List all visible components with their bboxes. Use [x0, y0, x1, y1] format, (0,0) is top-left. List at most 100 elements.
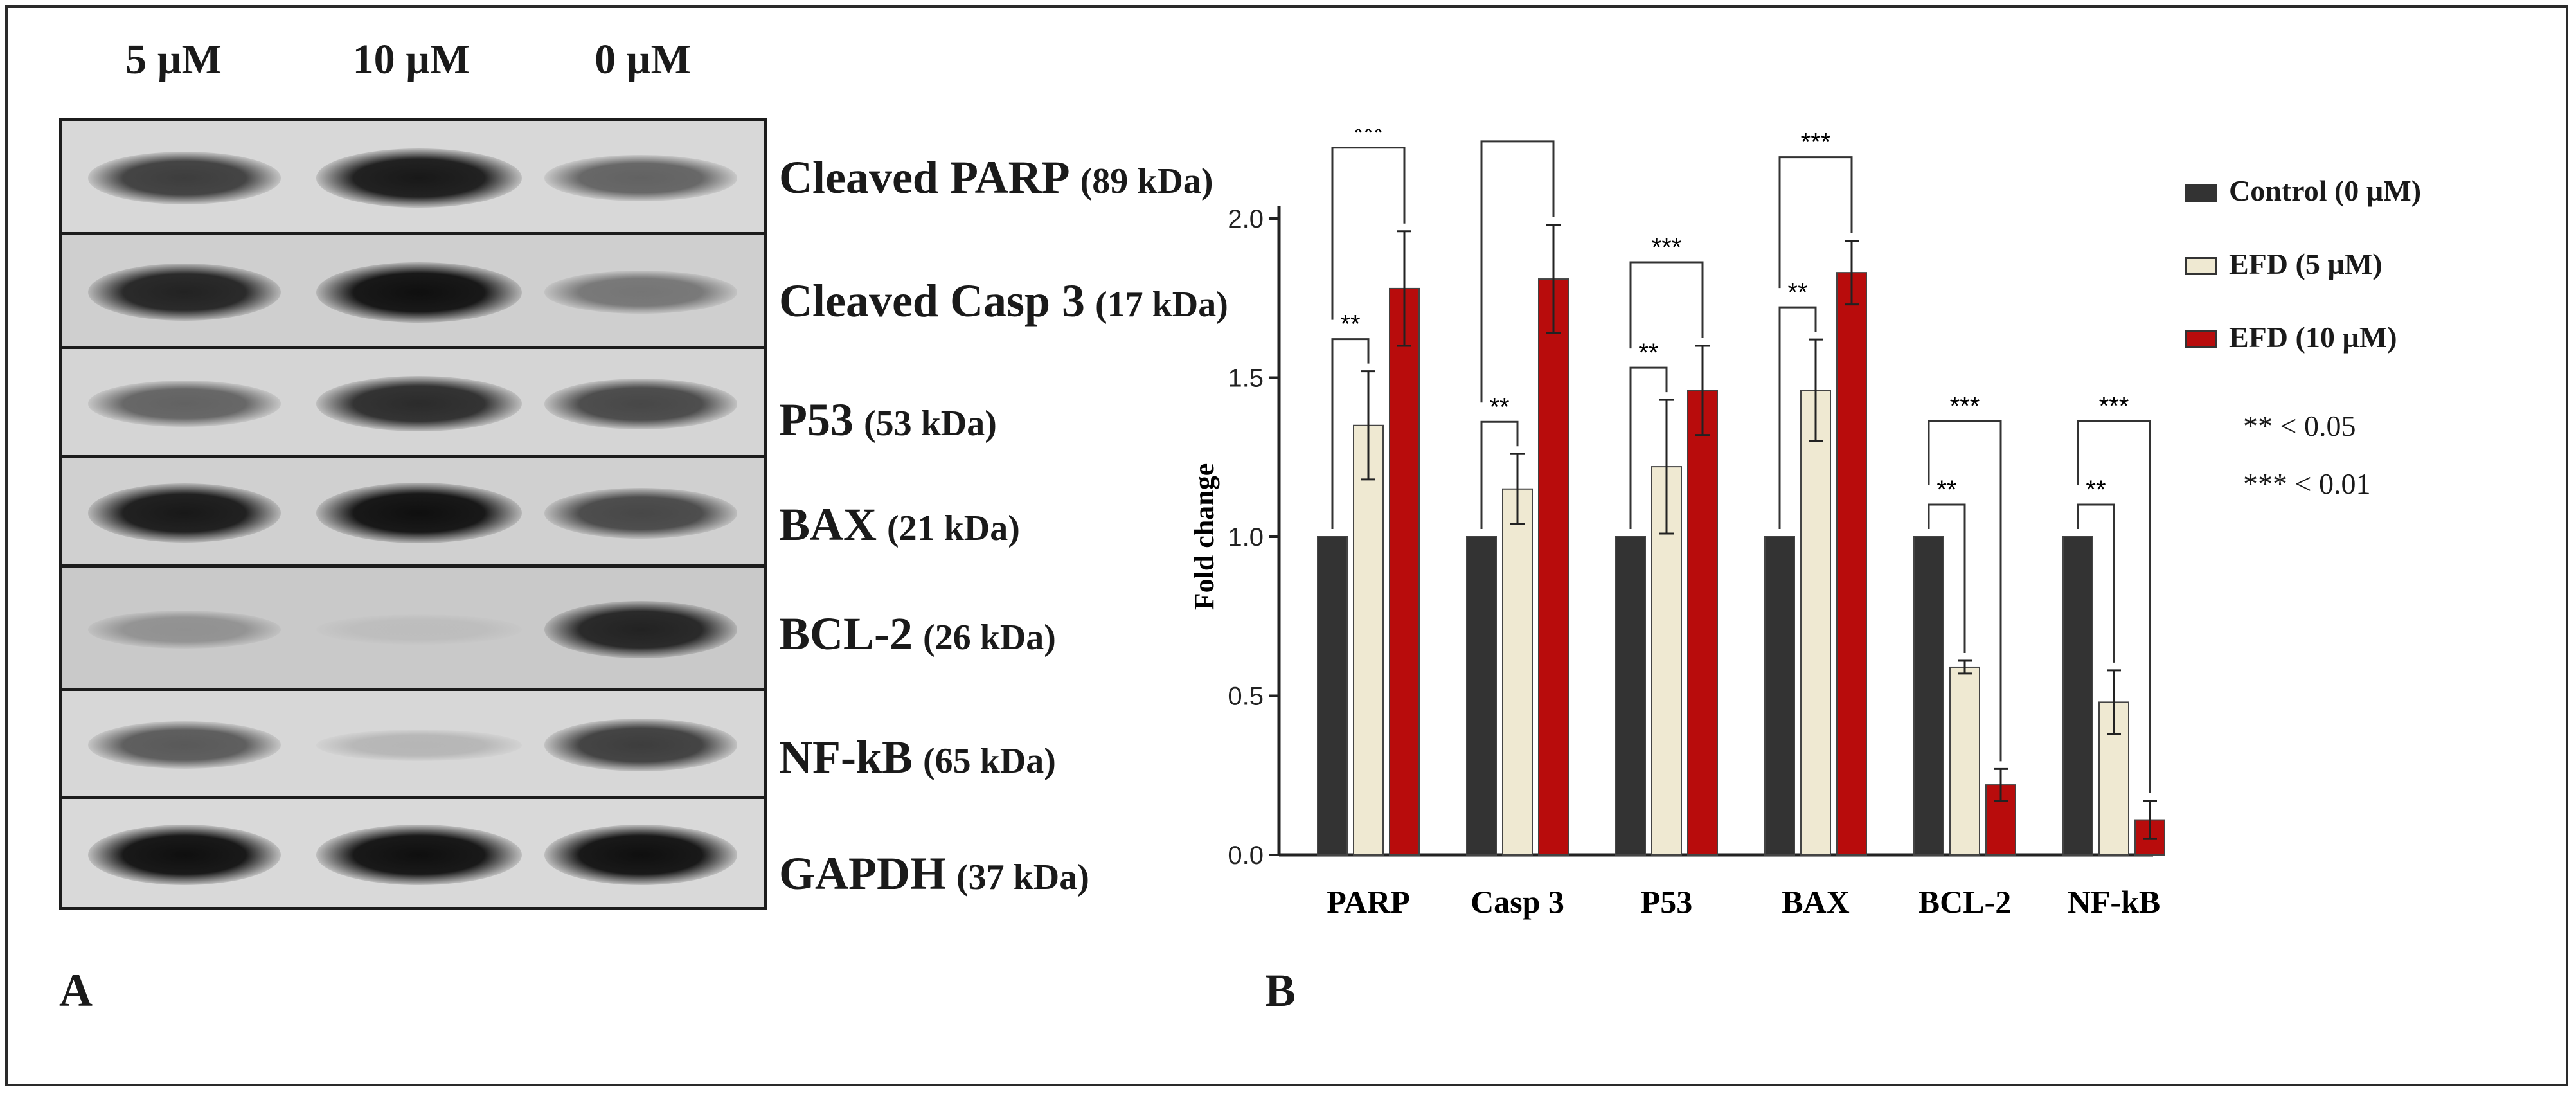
- blot-band: [544, 271, 737, 314]
- blot-band: [316, 614, 522, 645]
- y-tick-label: 0.5: [1228, 683, 1264, 711]
- blot-band: [88, 483, 281, 543]
- blot-band: [88, 152, 281, 204]
- blot-band: [316, 824, 522, 885]
- blot-band: [544, 378, 737, 429]
- y-tick-label: 1.0: [1228, 523, 1264, 551]
- significance-label: **: [2086, 476, 2106, 504]
- blot-band: [88, 824, 281, 885]
- bar: [1353, 424, 1384, 856]
- protein-label-bcl2: BCL-2 (26 kDa): [779, 608, 1056, 659]
- protein-label-nfkb: NF-kB (65 kDa): [779, 731, 1056, 783]
- protein-label-bax: BAX (21 kDa): [779, 499, 1020, 550]
- legend-label-efd-5: EFD (5 µM): [2229, 247, 2383, 280]
- y-tick-label: 2.0: [1228, 205, 1264, 233]
- blot-strip: [62, 799, 764, 907]
- blot-strip: [62, 349, 764, 458]
- western-blot: [59, 118, 767, 910]
- blot-band: [88, 610, 281, 649]
- blot-band: [88, 381, 281, 427]
- blot-band: [316, 262, 522, 323]
- lane-label-0uM: 0 µM: [595, 36, 691, 83]
- legend-label-control: Control (0 µM): [2229, 174, 2422, 207]
- significance-bracket: [1778, 156, 1853, 289]
- significance-bracket: [1928, 420, 2002, 762]
- significance-bracket: [1480, 140, 1555, 403]
- significance-label: ***: [1503, 129, 1533, 141]
- significance-label: **: [1340, 310, 1360, 339]
- blot-band: [88, 721, 281, 769]
- blot-band: [544, 155, 737, 201]
- bar: [1615, 536, 1646, 856]
- significance-label: ***: [2099, 392, 2129, 420]
- x-tick-label: BCL-2: [1919, 884, 2011, 920]
- blot-band: [544, 719, 737, 771]
- x-tick-label: BAX: [1782, 884, 1850, 920]
- panel-b-letter: B: [1265, 965, 1296, 1016]
- significance-bracket: [1629, 261, 1704, 349]
- blot-strip: [62, 691, 764, 799]
- figure-frame: [5, 5, 2568, 1086]
- blot-band: [316, 375, 522, 432]
- lane-label-10uM: 10 µM: [352, 36, 470, 83]
- y-axis-label: Fold change: [1188, 463, 1220, 611]
- bar: [1502, 488, 1533, 856]
- bar: [1836, 272, 1867, 856]
- blot-band: [316, 483, 522, 543]
- blot-band: [88, 264, 281, 321]
- x-tick-label: NF-kB: [2068, 884, 2160, 920]
- legend-label-efd-10: EFD (10 µM): [2229, 321, 2397, 354]
- x-tick-label: Casp 3: [1471, 884, 1564, 920]
- bar: [1538, 278, 1569, 856]
- significance-bracket: [1331, 338, 1370, 529]
- significance-label: **: [1638, 339, 1658, 367]
- significance-bracket: [2077, 420, 2151, 793]
- blot-band: [316, 729, 522, 761]
- protein-label-cleaved-casp3: Cleaved Casp 3 (17 kDa): [779, 275, 1228, 327]
- blot-strip: [62, 121, 764, 235]
- significance-label: **: [1787, 278, 1807, 307]
- bar: [1317, 536, 1348, 856]
- bar: [1913, 536, 1944, 856]
- sig-note-p001: *** < 0.01: [2243, 467, 2371, 500]
- blot-strip: [62, 458, 764, 568]
- panel-a-letter: A: [59, 965, 93, 1016]
- significance-label: **: [1489, 393, 1509, 421]
- blot-strip: [62, 568, 764, 691]
- significance-bracket: [1331, 147, 1406, 320]
- bar: [1764, 536, 1795, 856]
- significance-bracket: [1778, 306, 1817, 529]
- bar: [1949, 666, 1980, 856]
- bar: [1687, 390, 1718, 856]
- x-tick-label: P53: [1641, 884, 1693, 920]
- y-tick-label: 1.5: [1228, 364, 1264, 393]
- blot-band: [544, 824, 737, 885]
- significance-bracket: [1629, 366, 1668, 529]
- x-tick-label: PARP: [1327, 884, 1410, 920]
- legend-swatch-control: [2185, 184, 2217, 202]
- sig-note-p005: ** < 0.05: [2243, 409, 2356, 442]
- significance-bracket: [2077, 503, 2115, 663]
- blot-band: [316, 148, 522, 208]
- protein-label-p53: P53 (53 kDa): [779, 394, 997, 445]
- bar: [1466, 536, 1497, 856]
- lane-label-5uM: 5 µM: [125, 36, 222, 83]
- significance-bracket: [1480, 420, 1519, 529]
- protein-label-gapdh: GAPDH (37 kDa): [779, 848, 1089, 899]
- bar: [1800, 390, 1831, 856]
- bar: [1389, 287, 1420, 856]
- legend-swatch-efd-10: [2185, 330, 2217, 348]
- y-tick-label: 0.0: [1228, 841, 1264, 870]
- blot-band: [544, 600, 737, 658]
- blot-band: [544, 487, 737, 539]
- significance-bracket: [1928, 503, 1966, 654]
- significance-label: ***: [1354, 129, 1384, 147]
- significance-label: **: [1936, 476, 1956, 504]
- bar: [2062, 536, 2093, 856]
- blot-strip: [62, 235, 764, 349]
- significance-label: ***: [1801, 129, 1831, 157]
- legend-swatch-efd-5: [2185, 257, 2217, 275]
- significance-label: ***: [1950, 392, 1980, 420]
- significance-label: ***: [1652, 233, 1682, 262]
